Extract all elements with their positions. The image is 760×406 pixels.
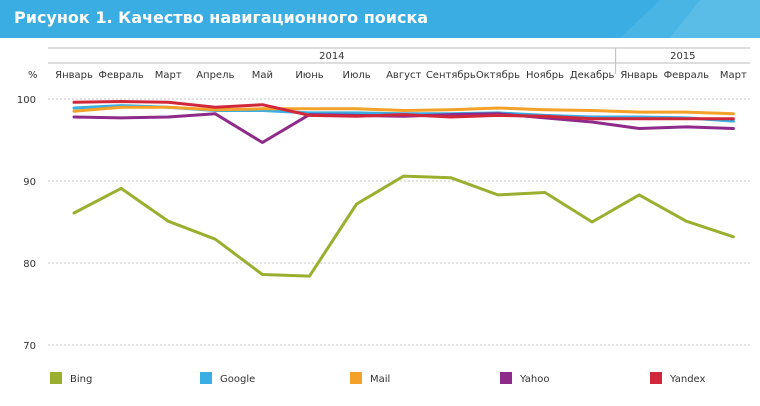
legend-label-yahoo: Yahoo bbox=[519, 374, 549, 385]
y-tick-label: 80 bbox=[23, 259, 36, 270]
x-tick-label: Август bbox=[386, 70, 421, 81]
series-line-mail bbox=[72, 105, 735, 116]
x-tick-label: Февраль bbox=[664, 70, 710, 81]
x-tick-label: Март bbox=[720, 70, 747, 81]
series-line-bing bbox=[72, 174, 735, 278]
grid-lines bbox=[48, 98, 750, 346]
legend-swatch-bing bbox=[50, 372, 62, 384]
month-header-row: Январь Февраль Март Апрель Май Июнь Июль Август… bbox=[55, 70, 747, 81]
x-tick-label: Январь bbox=[620, 70, 658, 81]
legend-label-yandex: Yandex bbox=[669, 374, 706, 385]
year-label: 2015 bbox=[670, 51, 695, 62]
y-tick-label: 90 bbox=[23, 177, 36, 188]
y-axis: % 100 90 80 70 bbox=[17, 70, 38, 352]
x-tick-label: Март bbox=[155, 70, 182, 81]
year-label: 2014 bbox=[319, 51, 344, 62]
x-tick-label: Октябрь bbox=[476, 70, 520, 81]
x-tick-label: Декабрь bbox=[570, 70, 615, 81]
y-tick-label: 100 bbox=[17, 95, 36, 106]
legend-label-mail: Mail bbox=[370, 374, 390, 385]
header-decoration bbox=[620, 0, 760, 38]
y-axis-label: % bbox=[28, 70, 38, 81]
x-tick-label: Ноябрь bbox=[526, 70, 564, 81]
legend-label-bing: Bing bbox=[70, 374, 92, 385]
series-line-yandex bbox=[72, 100, 735, 121]
legend-swatch-yandex bbox=[650, 372, 662, 384]
x-tick-label: Июнь bbox=[295, 70, 323, 81]
line-chart: 2014 2015 Январь Февраль Март Апрель Май Июнь И… bbox=[17, 47, 750, 385]
series-line-yahoo bbox=[72, 112, 735, 144]
x-tick-label: Январь bbox=[55, 70, 93, 81]
legend-swatch-yahoo bbox=[500, 372, 512, 384]
x-tick-label: Февраль bbox=[98, 70, 144, 81]
x-tick-label: Июль bbox=[343, 70, 371, 81]
legend-swatch-mail bbox=[350, 372, 362, 384]
y-tick-label: 70 bbox=[23, 341, 36, 352]
legend-label-google: Google bbox=[220, 374, 255, 385]
x-tick-label: Апрель bbox=[196, 70, 234, 81]
series-lines bbox=[72, 100, 735, 278]
chart-title: Рисунок 1. Качество навигационного поиск… bbox=[14, 8, 429, 27]
year-header-row: 2014 2015 bbox=[48, 47, 750, 74]
x-tick-label: Май bbox=[252, 70, 273, 81]
legend: Bing Google Mail Yahoo Yandex bbox=[50, 372, 706, 385]
chart-header: Рисунок 1. Качество навигационного поиск… bbox=[0, 0, 760, 38]
x-tick-label: Сентябрь bbox=[426, 70, 476, 81]
legend-swatch-google bbox=[200, 372, 212, 384]
